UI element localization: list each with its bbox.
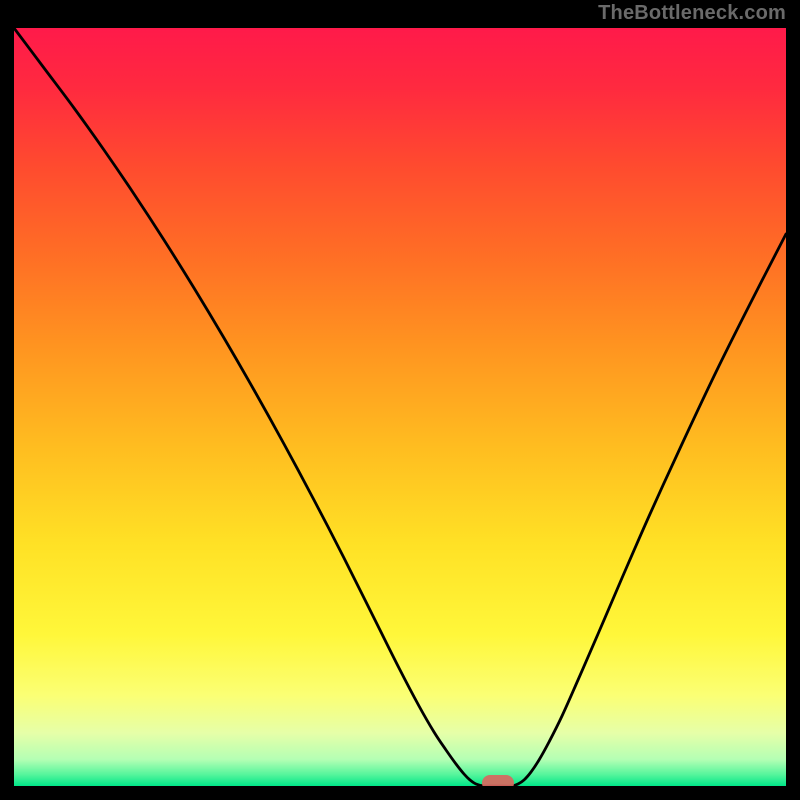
plot-svg xyxy=(14,28,786,786)
plot-area xyxy=(14,28,786,786)
chart-frame: TheBottleneck.com xyxy=(0,0,800,800)
watermark-label: TheBottleneck.com xyxy=(598,2,786,25)
min-marker xyxy=(482,775,514,786)
